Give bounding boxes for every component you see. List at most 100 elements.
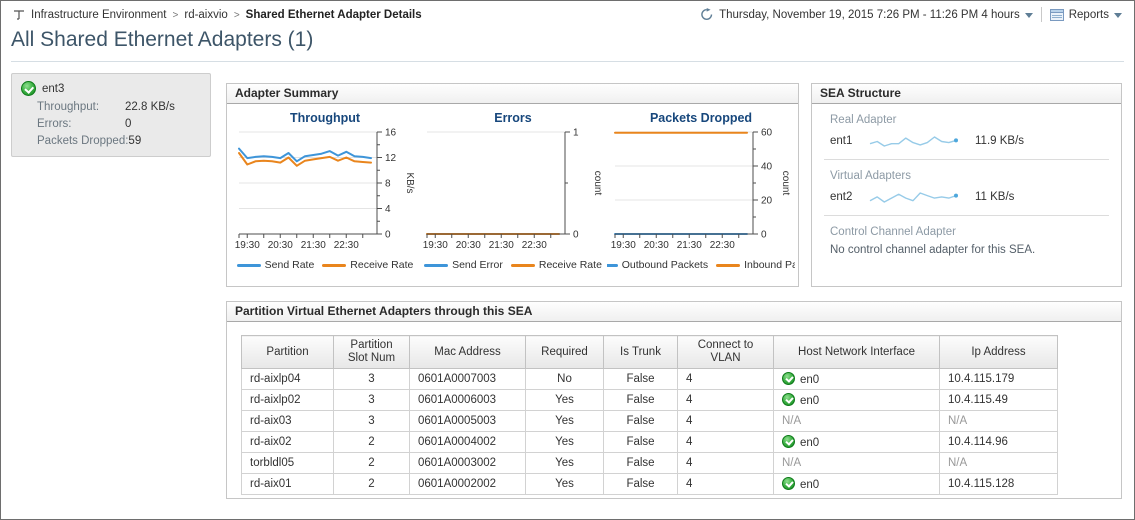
reports-button[interactable]: Reports xyxy=(1049,8,1122,21)
table-row: rd-aixlp04 3 0601A0007003 No False 4 en0 10.4.1… xyxy=(241,368,1058,390)
svg-text:20: 20 xyxy=(761,196,773,207)
table-cell-is-trunk: False xyxy=(603,368,678,390)
sea-adapter-row: ent2 11 KB/s xyxy=(830,188,1103,206)
svg-text:12: 12 xyxy=(385,153,397,164)
panel-title: Adapter Summary xyxy=(227,84,798,104)
partition-adapters-panel: Partition Virtual Ethernet Adapters thro… xyxy=(226,301,1122,499)
chart-title: Packets Dropped xyxy=(649,111,753,125)
table-cell-required: Yes xyxy=(525,431,604,453)
column-header[interactable]: Required xyxy=(525,335,604,369)
svg-text:22:30: 22:30 xyxy=(334,240,359,251)
column-header[interactable]: Partition xyxy=(241,335,334,369)
metric-label: Errors: xyxy=(37,118,72,130)
metric-row: Throughput: 22.8 KB/s xyxy=(37,99,202,116)
table-cell-is-trunk: False xyxy=(603,452,678,474)
table-cell-mac: 0601A0003002 xyxy=(409,452,526,474)
table-cell-mac: 0601A0005003 xyxy=(409,410,526,432)
table-cell-slot: 2 xyxy=(333,473,410,495)
legend-item: Outbound Packets xyxy=(607,259,708,271)
table-cell-mac: 0601A0007003 xyxy=(409,368,526,390)
breadcrumb-separator: > xyxy=(233,9,240,21)
green-check-icon xyxy=(782,393,795,406)
table-cell-required: No xyxy=(525,368,604,390)
sea-control-channel-note: No control channel adapter for this SEA. xyxy=(830,244,1036,256)
svg-text:19:30: 19:30 xyxy=(235,240,260,251)
svg-text:21:30: 21:30 xyxy=(301,240,326,251)
column-header[interactable]: Connect to VLAN xyxy=(677,335,774,369)
svg-text:22:30: 22:30 xyxy=(522,240,547,251)
table-cell-is-trunk: False xyxy=(603,389,678,411)
legend-item: Inbound Pack xyxy=(716,259,795,271)
table-header-row: Partition Partition Slot Num Mac Address Re… xyxy=(241,335,1058,369)
table-cell-host-if: N/A xyxy=(773,410,940,432)
breadcrumb: Infrastructure Environment > rd-aixvio >… xyxy=(13,9,422,21)
column-header[interactable]: Host Network Interface xyxy=(773,335,940,369)
table-cell-host-if: en0 xyxy=(773,473,940,495)
legend-label: Send Error xyxy=(452,259,503,271)
table-cell-required: Yes xyxy=(525,389,604,411)
svg-text:40: 40 xyxy=(761,162,773,173)
sea-adapter-value: 11.9 KB/s xyxy=(975,135,1025,147)
sparkline-chart xyxy=(869,192,958,203)
table-cell-partition: torbldl05 xyxy=(241,452,334,474)
table-cell-partition: rd-aixlp02 xyxy=(241,389,334,411)
metric-row: Packets Dropped: 59 xyxy=(37,133,202,150)
metric-label: Packets Dropped: xyxy=(37,135,129,147)
table-cell-partition: rd-aix01 xyxy=(241,473,334,495)
throughput-chart-canvas: 0 4 8 12 16 19:30 20:30 21:30 22:30 KB/s xyxy=(235,128,415,252)
report-icon xyxy=(1049,8,1064,21)
top-bar: Infrastructure Environment > rd-aixvio >… xyxy=(1,1,1134,31)
sea-real-adapter-section: Real Adapter ent1 11.9 KB/s xyxy=(824,104,1109,159)
breadcrumb-item-infrastructure[interactable]: Infrastructure Environment xyxy=(31,9,167,21)
panel-title: SEA Structure xyxy=(812,84,1121,104)
table-cell-slot: 2 xyxy=(333,431,410,453)
svg-text:20:30: 20:30 xyxy=(644,240,669,251)
svg-text:0: 0 xyxy=(761,230,767,241)
column-header[interactable]: Is Trunk xyxy=(603,335,678,369)
green-check-icon xyxy=(782,477,795,490)
table-cell-required: Yes xyxy=(525,473,604,495)
legend-swatch xyxy=(424,263,449,267)
chart-errors: Errors 0 1 19:30 20:30 21:30 22:30 count Send … xyxy=(419,106,607,271)
table-row: rd-aix03 3 0601A0005003 Yes False 4 N/A N/A xyxy=(241,410,1058,432)
top-right-controls: Thursday, November 19, 2015 7:26 PM - 11… xyxy=(700,7,1122,22)
legend-label: Receive Rate xyxy=(350,259,414,271)
chart-title: Errors xyxy=(494,111,532,125)
column-header[interactable]: Mac Address xyxy=(409,335,526,369)
legend-item: Send Error xyxy=(424,259,503,271)
sea-section-label: Real Adapter xyxy=(830,114,897,126)
legend-swatch xyxy=(510,263,535,267)
time-range-selector[interactable]: Thursday, November 19, 2015 7:26 PM - 11… xyxy=(700,8,1033,21)
table-cell-slot: 2 xyxy=(333,452,410,474)
table-cell-vlan: 4 xyxy=(677,410,774,432)
page-title: All Shared Ethernet Adapters (1) xyxy=(11,28,314,51)
table-cell-required: Yes xyxy=(525,452,604,474)
table-row: rd-aix01 2 0601A0002002 Yes False 4 en0 10.4.11… xyxy=(241,473,1058,495)
svg-text:16: 16 xyxy=(385,128,397,139)
table-body: rd-aixlp04 3 0601A0007003 No False 4 en0 10.4.1… xyxy=(241,368,1058,495)
table-cell-ip: N/A xyxy=(939,452,1058,474)
metric-value: 22.8 KB/s xyxy=(125,101,175,113)
chart-legend: Send Error Receive Rate xyxy=(419,259,607,271)
chart-legend: Send Rate Receive Rate xyxy=(231,259,419,271)
adapter-card-ent3[interactable]: ent3 Throughput: 22.8 KB/s Errors: 0 Packets… xyxy=(11,73,211,157)
column-header[interactable]: Ip Address xyxy=(939,335,1058,369)
green-check-icon xyxy=(782,435,795,448)
metric-row: Errors: 0 xyxy=(37,116,202,133)
legend-swatch xyxy=(607,263,618,267)
chart-legend: Outbound Packets Inbound Pack xyxy=(607,259,795,271)
svg-text:4: 4 xyxy=(385,204,391,215)
table-cell-host-if: en0 xyxy=(773,389,940,411)
breadcrumb-item-host[interactable]: rd-aixvio xyxy=(184,9,228,21)
table-cell-vlan: 4 xyxy=(677,389,774,411)
svg-text:19:30: 19:30 xyxy=(423,240,448,251)
column-header[interactable]: Partition Slot Num xyxy=(333,335,410,369)
errors-chart-canvas: 0 1 19:30 20:30 21:30 22:30 count xyxy=(423,128,603,252)
table-cell-vlan: 4 xyxy=(677,368,774,390)
reports-label: Reports xyxy=(1068,8,1109,21)
table-cell-is-trunk: False xyxy=(603,473,678,495)
sea-adapter-name: ent2 xyxy=(830,191,853,203)
breadcrumb-separator: > xyxy=(172,9,179,21)
table-cell-mac: 0601A0004002 xyxy=(409,431,526,453)
